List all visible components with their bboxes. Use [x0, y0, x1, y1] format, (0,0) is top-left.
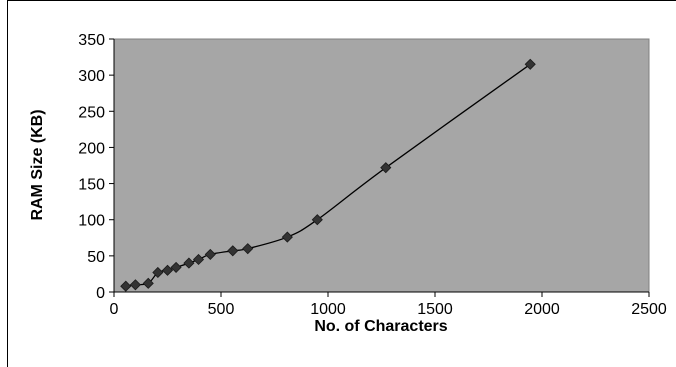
x-tick-label-0: 0 [110, 301, 119, 318]
y-tick-label-7: 350 [78, 32, 105, 49]
x-tick-label-1: 500 [208, 301, 235, 318]
y-tick-label-4: 200 [78, 140, 105, 157]
axes: 0 50 100 150 200 250 300 350 0 500 1000 1500 2000 250… [78, 32, 667, 318]
x-tick-label-2: 1000 [310, 301, 346, 318]
data-point-3 [152, 266, 164, 279]
x-tick-label-5: 2500 [631, 301, 667, 318]
plot-area [113, 38, 650, 293]
y-tick-label-5: 250 [78, 104, 105, 121]
data-point-1 [129, 279, 141, 291]
x-axis-title: No. of Characters [314, 318, 447, 335]
data-point-4 [161, 264, 174, 276]
data-point-9 [227, 245, 239, 257]
data-point-11 [281, 231, 293, 243]
y-tick-label-3: 150 [78, 177, 105, 194]
x-tick-label-4: 2000 [524, 301, 560, 318]
data-point-10 [242, 243, 254, 255]
series-0-line [125, 63, 531, 287]
data-point-6 [183, 257, 195, 269]
data-point-13 [380, 162, 392, 174]
x-tick-label-3: 1500 [417, 301, 453, 318]
y-axis-title: RAM Size (KB) [29, 109, 46, 220]
data-point-14 [524, 58, 536, 70]
y-tick-label-0: 0 [96, 285, 105, 302]
data-point-7 [192, 253, 205, 266]
y-tick-label-2: 100 [78, 213, 105, 230]
data-point-0 [120, 280, 132, 292]
y-tick-label-6: 300 [78, 68, 105, 85]
y-tick-label-1: 50 [87, 249, 105, 266]
series-layer [120, 58, 536, 292]
data-point-2 [142, 277, 154, 289]
data-point-5 [170, 261, 182, 273]
data-point-12 [311, 214, 323, 226]
data-point-8 [204, 248, 216, 260]
